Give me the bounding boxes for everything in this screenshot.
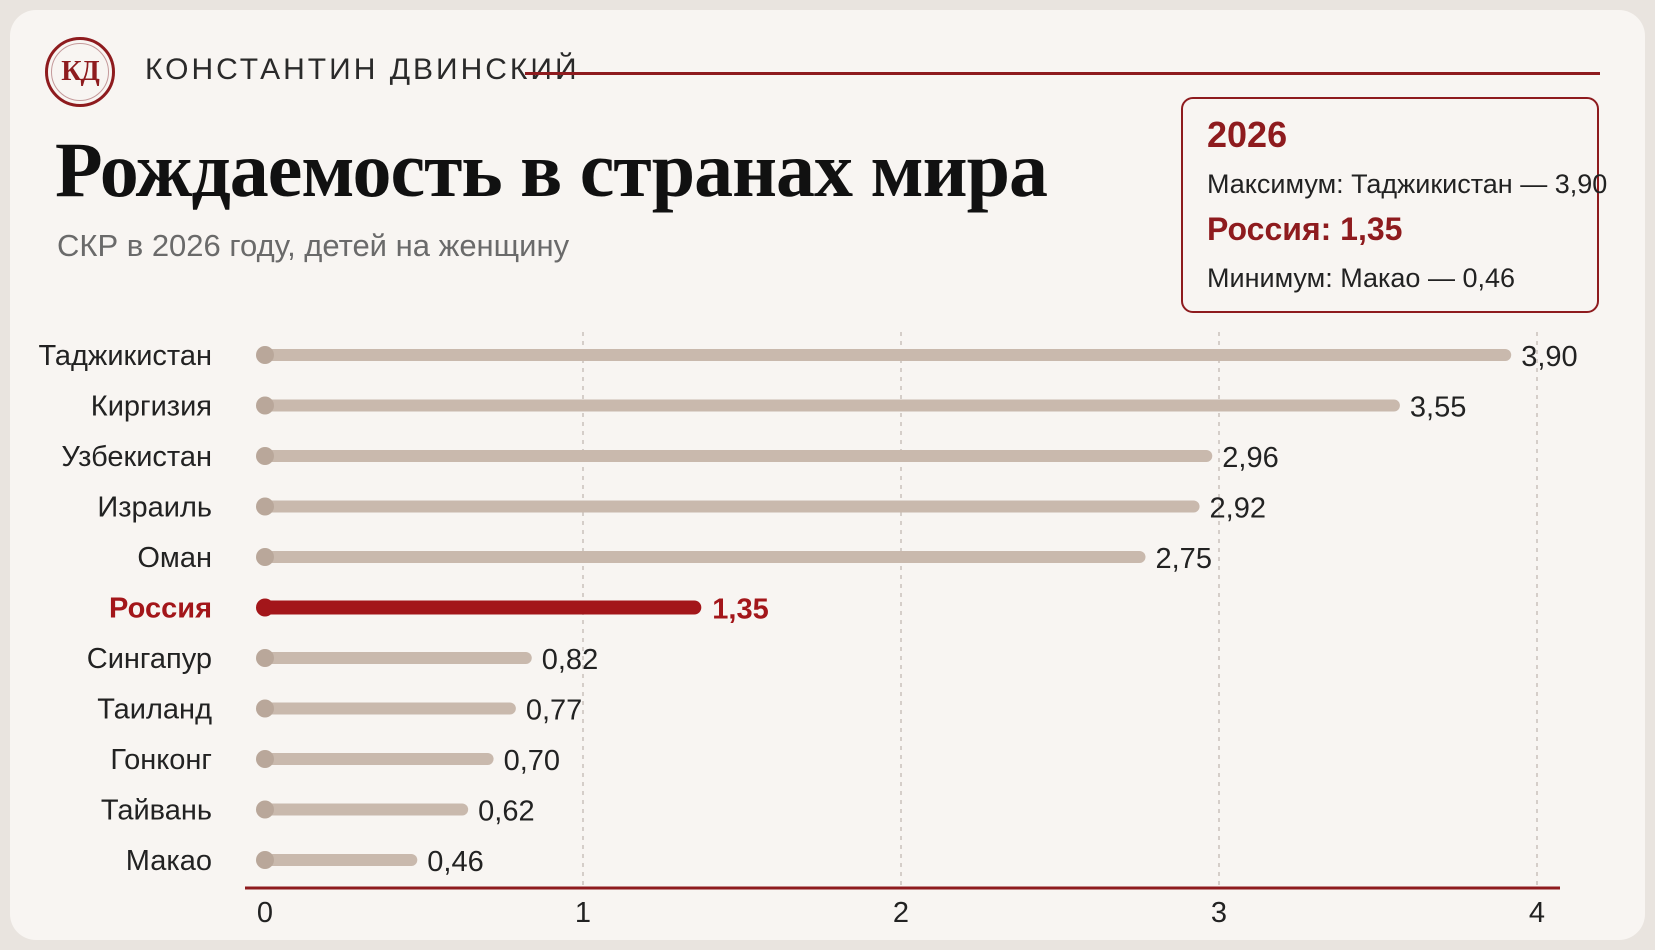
value-label: 0,62 [478, 796, 534, 828]
value-label: 2,92 [1210, 493, 1266, 525]
category-label: Гонконг [110, 744, 212, 776]
bar-start-dot [256, 649, 274, 667]
logo-badge: КД [45, 37, 115, 107]
x-tick-label: 4 [1529, 897, 1545, 929]
summary-box: 2026 Максимум: Таджикистан — 3,90 Россия… [1181, 97, 1607, 313]
bar-start-dot [256, 699, 274, 718]
x-tick-label: 0 [257, 897, 273, 929]
value-label: 0,70 [504, 745, 560, 777]
header-divider [525, 72, 1600, 75]
bar-start-dot [256, 598, 274, 617]
category-label: Израиль [97, 492, 212, 524]
summary-maximum: Максимум: Таджикистан — 3,90 [1207, 169, 1608, 199]
category-label: Сингапур [87, 643, 212, 675]
value-label: 1,35 [712, 594, 768, 626]
bar-start-dot [256, 800, 274, 819]
value-label: 0,46 [427, 846, 483, 878]
value-label: 3,55 [1410, 392, 1466, 424]
category-label: Киргизия [91, 391, 212, 423]
category-label: Россия [109, 593, 212, 625]
category-label: Узбекистан [61, 441, 212, 473]
value-label: 2,96 [1222, 442, 1278, 474]
bar-start-dot [256, 548, 274, 566]
bar-start-dot [256, 497, 274, 516]
author-name: КОНСТАНТИН ДВИНСКИЙ [145, 53, 580, 86]
summary-year: 2026 [1207, 114, 1288, 155]
value-label: 3,90 [1521, 341, 1577, 373]
x-tick-label: 2 [893, 897, 909, 929]
value-label: 2,75 [1156, 543, 1212, 575]
category-label: Оман [137, 542, 212, 574]
category-label: Таджикистан [38, 340, 212, 372]
bar-start-dot [256, 750, 274, 768]
chart-subtitle: СКР в 2026 году, детей на женщину [57, 228, 570, 263]
bar-start-dot [256, 851, 274, 869]
bar-start-dot [256, 396, 274, 415]
bar-start-dot [256, 447, 274, 465]
summary-russia: Россия: 1,35 [1207, 211, 1403, 247]
summary-minimum: Минимум: Макао — 0,46 [1207, 263, 1515, 293]
category-label: Тайвань [101, 795, 212, 827]
x-tick-label: 3 [1211, 897, 1227, 929]
x-tick-label: 1 [575, 897, 591, 929]
category-label: Макао [126, 845, 212, 877]
category-label: Таиланд [97, 694, 212, 726]
value-label: 0,77 [526, 695, 582, 727]
bar-start-dot [256, 346, 274, 364]
chart-title: Рождаемость в странах мира [55, 126, 1048, 213]
value-label: 0,82 [542, 644, 598, 676]
